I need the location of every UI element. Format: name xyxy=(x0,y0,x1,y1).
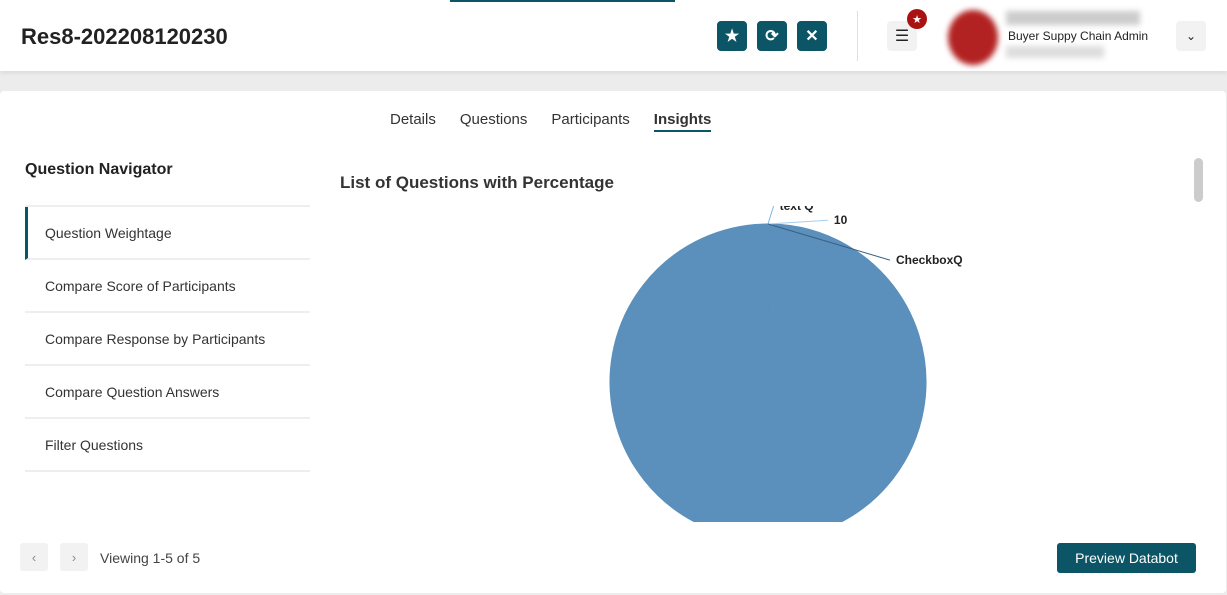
nav-item-filter-questions[interactable]: Filter Questions xyxy=(25,419,310,472)
avatar[interactable] xyxy=(948,10,998,65)
pie-leader-line xyxy=(767,206,775,225)
star-icon: ★ xyxy=(724,28,740,45)
refresh-button[interactable]: ⟳ xyxy=(757,21,787,51)
navigator-title: Question Navigator xyxy=(25,161,173,178)
user-role: Buyer Suppy Chain Admin xyxy=(1008,29,1149,43)
tab-participants[interactable]: Participants xyxy=(551,111,630,128)
close-button[interactable]: ✕ xyxy=(797,21,827,51)
nav-item-compare-answers[interactable]: Compare Question Answers xyxy=(25,366,310,419)
chevron-down-icon: ⌄ xyxy=(1185,29,1197,43)
refresh-icon: ⟳ xyxy=(765,28,779,45)
pie-leader-line xyxy=(767,223,891,261)
nav-item-question-weightage[interactable]: Question Weightage xyxy=(25,207,310,260)
prev-page-button[interactable]: ‹ xyxy=(20,543,48,571)
pie-label: CheckboxQ xyxy=(896,253,963,267)
pie-label: text Q xyxy=(780,206,814,213)
nav-item-compare-score[interactable]: Compare Score of Participants xyxy=(25,260,310,313)
pie-slice[interactable] xyxy=(609,223,927,522)
pie-chart: text Q 10 CheckboxQ xyxy=(330,206,1180,522)
preview-databot-button[interactable]: Preview Databot xyxy=(1057,543,1196,573)
scrollbar[interactable] xyxy=(1194,158,1203,202)
pagination-status: Viewing 1-5 of 5 xyxy=(100,550,201,566)
favorite-button[interactable]: ★ xyxy=(717,21,747,51)
star-badge-icon: ★ xyxy=(907,9,927,29)
nav-item-compare-response[interactable]: Compare Response by Participants xyxy=(25,313,310,366)
next-page-button[interactable]: › xyxy=(60,543,88,571)
close-icon: ✕ xyxy=(805,28,819,45)
chevron-left-icon: ‹ xyxy=(31,549,37,565)
tab-questions[interactable]: Questions xyxy=(459,111,528,128)
page-title: Res8-202208120230 xyxy=(21,24,228,49)
user-menu-button[interactable]: ⌄ xyxy=(1176,21,1206,51)
pie-label: 10 xyxy=(834,213,848,227)
tab-details[interactable]: Details xyxy=(390,111,436,128)
tab-bar: Details Questions Participants Insights xyxy=(390,111,712,132)
pie-leader-line xyxy=(767,219,828,225)
question-navigator: Question Weightage Compare Score of Part… xyxy=(25,205,310,472)
pie-svg: text Q 10 CheckboxQ xyxy=(609,206,963,522)
user-name-blurred xyxy=(1006,11,1140,25)
divider xyxy=(857,11,858,61)
insights-card: Details Questions Participants Insights … xyxy=(0,91,1226,593)
top-bar: Res8-202208120230 ★ ⟳ ✕ ☰ ★ Buyer Suppy … xyxy=(0,0,1227,71)
active-indicator xyxy=(450,0,675,2)
chart-title: List of Questions with Percentage xyxy=(340,173,614,192)
menu-icon: ☰ xyxy=(894,28,910,45)
user-email-blurred xyxy=(1006,46,1104,58)
tab-insights[interactable]: Insights xyxy=(653,111,712,132)
chevron-right-icon: › xyxy=(71,549,77,565)
